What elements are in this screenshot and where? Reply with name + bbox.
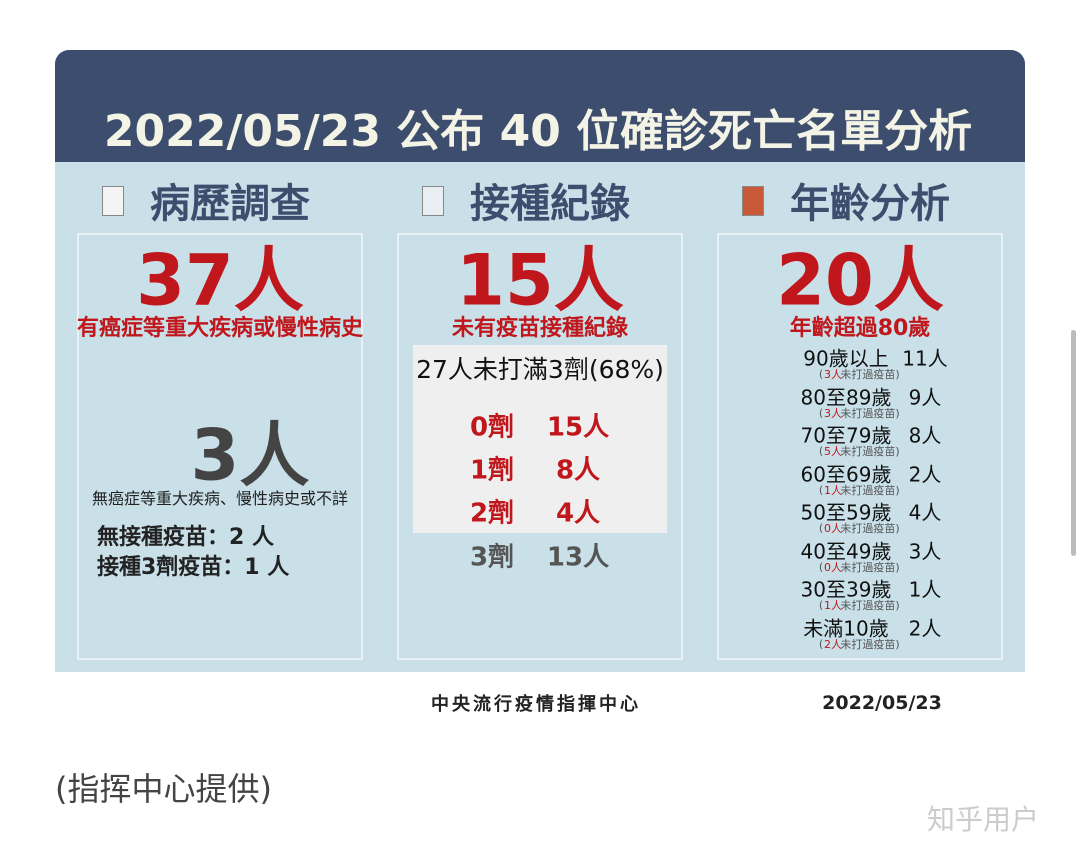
age-group: 30至39歲 bbox=[800, 577, 892, 602]
dose-count: 4人 bbox=[555, 498, 601, 529]
second-caption: 無癌症等重大疾病、慢性病史或不詳 bbox=[91, 489, 349, 508]
column-heading: 病歷調查 bbox=[150, 181, 310, 227]
source: 中央流行疫情指揮中心 bbox=[431, 694, 641, 715]
age-group: 60至69歲 bbox=[800, 462, 892, 486]
vaccine-line: 無接種疫苗：2 人 bbox=[97, 525, 274, 550]
note-open: ( bbox=[818, 560, 824, 573]
heading-icon bbox=[422, 186, 444, 216]
note-text: 未打過疫苗) bbox=[840, 483, 900, 497]
panel bbox=[717, 233, 1003, 660]
note-text: 未打過疫苗) bbox=[840, 560, 900, 574]
age-group: 40至49歲 bbox=[800, 539, 892, 563]
note-open: ( bbox=[818, 637, 824, 650]
title: 2022/05/23 公布 40 位確診死亡名單分析 bbox=[103, 106, 973, 157]
second-number: 3人 bbox=[190, 414, 310, 497]
note-count: 1人 bbox=[824, 599, 842, 612]
watermark: 知乎用户 bbox=[926, 803, 1040, 836]
big-number: 20人 bbox=[776, 239, 944, 322]
dose-label: 3劑 bbox=[469, 542, 515, 573]
age-count: 1人 bbox=[908, 577, 942, 602]
age-count: 11人 bbox=[902, 346, 948, 371]
scrollbar bbox=[1071, 330, 1076, 556]
age-group: 70至79歲 bbox=[800, 423, 892, 448]
note-count: 3人 bbox=[824, 406, 842, 420]
age-count: 2人 bbox=[908, 462, 942, 486]
box-title: 27人未打滿3劑(68%) bbox=[416, 355, 664, 384]
big-caption: 未有疫苗接種紀錄 bbox=[451, 316, 629, 341]
note-open: ( bbox=[818, 483, 824, 496]
note-text: 未打過疫苗) bbox=[840, 406, 900, 420]
column-heading: 接種紀錄 bbox=[470, 181, 630, 227]
note-text: 未打過疫苗) bbox=[840, 368, 900, 381]
note-count: 2人 bbox=[824, 637, 842, 651]
note-count: 0人 bbox=[824, 522, 842, 535]
big-caption: 年齡超過80歲 bbox=[789, 316, 931, 341]
panel bbox=[397, 233, 683, 660]
header-bar bbox=[55, 50, 1025, 162]
note-count: 5人 bbox=[824, 445, 842, 458]
age-count: 9人 bbox=[908, 385, 942, 409]
age-count: 3人 bbox=[908, 539, 942, 563]
dose-count: 13人 bbox=[546, 542, 610, 573]
age-count: 4人 bbox=[908, 500, 942, 525]
panel bbox=[77, 233, 363, 660]
dose-count: 8人 bbox=[555, 455, 601, 486]
age-group: 50至59歲 bbox=[800, 500, 892, 525]
age-group: 80至89歲 bbox=[800, 385, 892, 409]
note-text: 未打過疫苗) bbox=[840, 445, 900, 458]
note-count: 3人 bbox=[824, 368, 842, 381]
note-text: 未打過疫苗) bbox=[840, 637, 900, 651]
infographic bbox=[55, 50, 1025, 672]
dose-label: 2劑 bbox=[469, 498, 515, 529]
column-heading: 年齡分析 bbox=[790, 181, 950, 227]
dose-count: 15人 bbox=[546, 412, 610, 443]
heading-icon bbox=[102, 186, 124, 216]
age-count: 2人 bbox=[908, 616, 942, 640]
note-open: ( bbox=[818, 521, 824, 535]
age-group: 90歲以上 bbox=[803, 346, 889, 371]
big-number: 15人 bbox=[456, 239, 624, 322]
note-open: ( bbox=[818, 598, 824, 612]
heading-icon bbox=[742, 186, 764, 216]
date: 2022/05/23 bbox=[822, 692, 942, 714]
dose-box bbox=[413, 345, 667, 533]
note-count: 0人 bbox=[824, 560, 842, 574]
age-group: 未滿10歲 bbox=[803, 616, 889, 640]
note-text: 未打過疫苗) bbox=[840, 522, 900, 535]
big-number: 37人 bbox=[136, 239, 304, 322]
note-open: ( bbox=[818, 406, 824, 419]
vaccine-line: 接種3劑疫苗：1 人 bbox=[97, 555, 290, 580]
note-text: 未打過疫苗) bbox=[840, 599, 900, 612]
age-count: 8人 bbox=[908, 423, 942, 448]
dose-label: 1劑 bbox=[469, 455, 515, 486]
post-caption: (指挥中心提供) bbox=[55, 770, 272, 808]
note-open: ( bbox=[818, 367, 824, 381]
dose-label: 0劑 bbox=[469, 412, 515, 443]
note-count: 1人 bbox=[824, 483, 842, 497]
note-open: ( bbox=[818, 444, 824, 458]
big-caption: 有癌症等重大疾病或慢性病史 bbox=[76, 316, 364, 341]
